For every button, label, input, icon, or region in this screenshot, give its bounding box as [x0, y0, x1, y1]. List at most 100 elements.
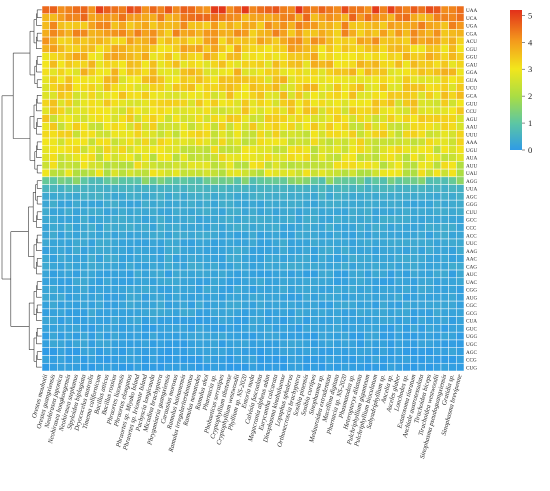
- heatmap-cell: [333, 316, 342, 325]
- heatmap-cell: [302, 339, 311, 348]
- heatmap-cell: [456, 5, 465, 15]
- heatmap-cell: [225, 308, 235, 317]
- heatmap-cell: [410, 137, 419, 147]
- heatmap-cell: [57, 114, 66, 123]
- heatmap-cell: [317, 52, 327, 61]
- heatmap-cell: [49, 277, 58, 286]
- heatmap-cell: [325, 122, 334, 131]
- heatmap-cell: [325, 44, 334, 53]
- heatmap-cell: [64, 13, 73, 22]
- heatmap-cell: [302, 168, 311, 178]
- heatmap-cell: [279, 300, 288, 310]
- heatmap-cell: [248, 67, 258, 77]
- heatmap-cell: [49, 331, 58, 341]
- heatmap-cell: [149, 114, 158, 123]
- heatmap-cell: [448, 324, 457, 333]
- heatmap-cell: [80, 21, 89, 30]
- heatmap-cell: [356, 285, 365, 294]
- heatmap-cell: [72, 339, 81, 348]
- heatmap-cell: [317, 285, 327, 294]
- heatmap-cell: [241, 262, 250, 271]
- heatmap-cell: [371, 316, 380, 325]
- heatmap-cell: [271, 362, 281, 372]
- heatmap-cell: [49, 91, 58, 100]
- heatmap-cell: [110, 347, 119, 356]
- heatmap-cell: [80, 285, 89, 294]
- heatmap-cell: [448, 230, 457, 240]
- heatmap-cell: [302, 285, 311, 294]
- heatmap-cell: [164, 114, 173, 123]
- heatmap-cell: [394, 98, 403, 108]
- heatmap-cell: [271, 36, 281, 46]
- heatmap-cell: [80, 184, 89, 193]
- heatmap-cell: [241, 130, 250, 139]
- heatmap-cell: [294, 52, 304, 61]
- heatmap-cell: [233, 199, 242, 209]
- heatmap-cell: [133, 331, 142, 341]
- heatmap-cell: [49, 238, 58, 247]
- heatmap-cell: [126, 215, 135, 224]
- heatmap-cell: [164, 362, 173, 372]
- heatmap-cell: [371, 83, 380, 92]
- heatmap-cell: [72, 277, 81, 286]
- row-label: GCG: [466, 311, 477, 317]
- heatmap-cell: [248, 130, 258, 139]
- heatmap-cell: [387, 355, 396, 364]
- heatmap-cell: [241, 91, 250, 100]
- heatmap-cell: [364, 324, 373, 333]
- heatmap-cell: [57, 60, 66, 69]
- heatmap-cell: [302, 44, 311, 53]
- heatmap-cell: [264, 300, 273, 310]
- heatmap-cell: [440, 285, 449, 294]
- heatmap-cell: [195, 29, 204, 38]
- heatmap-cell: [80, 324, 89, 333]
- heatmap-cell: [241, 168, 250, 178]
- heatmap-cell: [248, 13, 258, 22]
- heatmap-cell: [118, 13, 127, 22]
- heatmap-cell: [126, 324, 135, 333]
- heatmap-cell: [80, 153, 89, 162]
- heatmap-cell: [103, 137, 112, 147]
- heatmap-cell: [394, 21, 403, 30]
- heatmap-cell: [340, 230, 350, 240]
- heatmap-cell: [156, 21, 166, 30]
- heatmap-cell: [172, 339, 181, 348]
- heatmap-cell: [172, 137, 181, 147]
- heatmap-cell: [279, 122, 288, 131]
- heatmap-cell: [248, 355, 258, 364]
- heatmap-cell: [356, 176, 365, 185]
- heatmap-cell: [210, 362, 219, 372]
- heatmap-cell: [41, 5, 50, 15]
- heatmap-cell: [348, 324, 357, 333]
- heatmap-cell: [271, 238, 281, 247]
- heatmap-cell: [271, 130, 281, 139]
- heatmap-cell: [87, 13, 96, 22]
- heatmap-cell: [448, 44, 457, 53]
- heatmap-cell: [402, 246, 411, 255]
- heatmap-cell: [364, 176, 373, 185]
- heatmap-cell: [118, 362, 127, 372]
- heatmap-cell: [64, 324, 73, 333]
- heatmap-cell: [348, 362, 357, 372]
- heatmap-cell: [417, 75, 426, 84]
- heatmap-cell: [172, 52, 181, 61]
- heatmap-cell: [126, 75, 135, 84]
- heatmap-cell: [41, 168, 50, 178]
- heatmap-cell: [456, 324, 465, 333]
- heatmap-cell: [248, 300, 258, 310]
- heatmap-cell: [440, 67, 449, 77]
- heatmap-cell: [72, 161, 81, 170]
- heatmap-cell: [57, 106, 66, 115]
- heatmap-cell: [348, 347, 357, 356]
- heatmap-cell: [218, 106, 227, 115]
- heatmap-cell: [279, 83, 288, 92]
- heatmap-cell: [340, 13, 350, 22]
- heatmap-cell: [126, 21, 135, 30]
- heatmap-cell: [195, 199, 204, 209]
- heatmap-cell: [241, 293, 250, 302]
- heatmap-cell: [103, 176, 112, 185]
- heatmap-cell: [356, 106, 365, 115]
- heatmap-cell: [325, 75, 334, 84]
- heatmap-cell: [371, 67, 380, 77]
- heatmap-cell: [110, 230, 119, 240]
